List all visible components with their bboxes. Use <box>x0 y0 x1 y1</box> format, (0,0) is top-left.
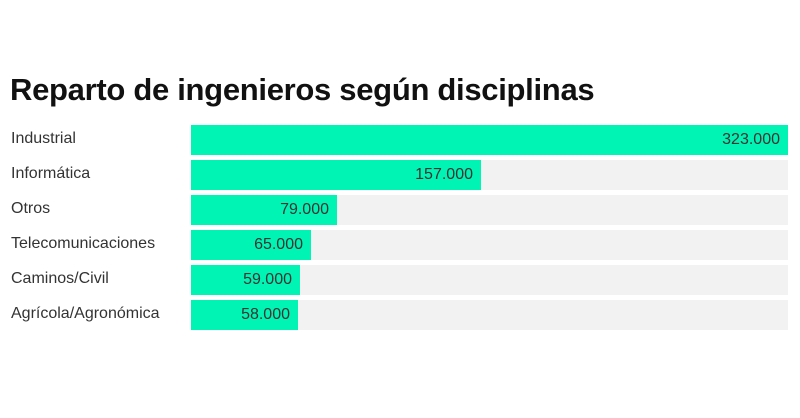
bar-track: 157.000 <box>191 160 788 190</box>
bar <box>191 300 298 330</box>
bar-row: Industrial 323.000 <box>0 125 800 155</box>
value-label: 58.000 <box>241 306 290 323</box>
bar-track: 59.000 <box>191 265 788 295</box>
bar <box>191 230 311 260</box>
category-label: Industrial <box>11 130 76 147</box>
bar <box>191 265 300 295</box>
category-label: Informática <box>11 165 91 182</box>
value-label: 65.000 <box>254 236 303 253</box>
value-label: 59.000 <box>243 271 292 288</box>
value-label: 157.000 <box>415 166 473 183</box>
bar-track: 58.000 <box>191 300 788 330</box>
bar <box>191 160 481 190</box>
chart-title: Reparto de ingenieros según disciplinas <box>10 72 595 107</box>
bar-row: Telecomunicaciones 65.000 <box>0 230 800 260</box>
bar-row: Agrícola/Agronómica 58.000 <box>0 300 800 330</box>
bar-track: 79.000 <box>191 195 788 225</box>
bar-row: Caminos/Civil 59.000 <box>0 265 800 295</box>
category-label: Agrícola/Agronómica <box>11 305 160 322</box>
category-label: Caminos/Civil <box>11 270 109 287</box>
value-label: 323.000 <box>722 131 780 148</box>
bar-track: 65.000 <box>191 230 788 260</box>
bar-row: Informática 157.000 <box>0 160 800 190</box>
bar-row: Otros 79.000 <box>0 195 800 225</box>
value-label: 79.000 <box>280 201 329 218</box>
bar <box>191 195 337 225</box>
bar <box>191 125 788 155</box>
bar-track: 323.000 <box>191 125 788 155</box>
category-label: Telecomunicaciones <box>11 235 156 252</box>
category-label: Otros <box>11 200 51 217</box>
